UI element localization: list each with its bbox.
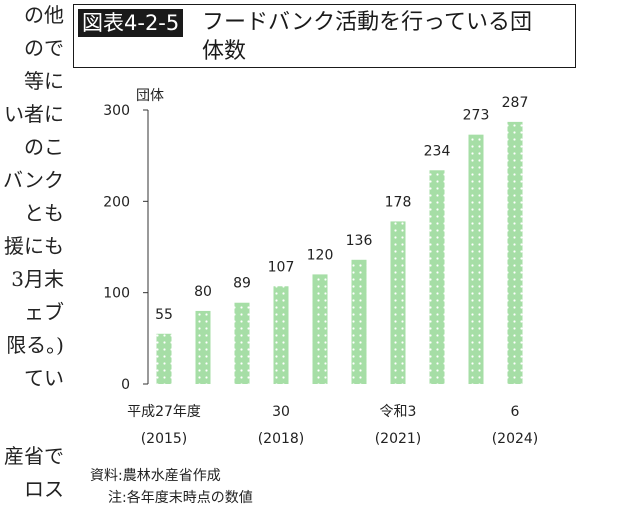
- bar-chart: 0 100 200 300 団体 55 80 89 107 120 136 178 234 273 287 平…: [70, 80, 560, 459]
- x-tick-year-label: (2024): [492, 431, 539, 447]
- bar-value-label: 80: [194, 284, 212, 300]
- body-text-line: ェブ: [24, 300, 64, 324]
- body-text-line: バンク: [3, 168, 64, 192]
- x-tick-year-label: (2018): [258, 431, 305, 447]
- x-tick-label: 令和3: [380, 404, 417, 420]
- body-text-fragment: の他ので等にい者にのこバンクとも援にも 3月末ェブ限る。) てい産省でロス: [0, 0, 66, 529]
- y-tick-label: 100: [103, 286, 130, 302]
- bar-2017: [234, 302, 250, 384]
- figure-number-badge: 図表4-2-5: [78, 9, 184, 37]
- body-text-line: 限る。): [6, 333, 64, 357]
- figure-title-line-2: 体数: [202, 39, 247, 64]
- bar-value-label: 273: [463, 108, 490, 124]
- y-tick-label: 0: [121, 377, 130, 393]
- body-text-line: 3月末: [11, 267, 64, 291]
- bar-2018: [273, 286, 289, 384]
- body-text-line: のこ: [24, 135, 64, 159]
- bar-2023: [468, 134, 484, 384]
- bar-value-label: 89: [233, 276, 251, 292]
- x-tick-label: 6: [511, 404, 520, 420]
- y-tick-label: 300: [103, 103, 130, 119]
- body-text-line: 産省で: [4, 444, 64, 468]
- bar-2019: [312, 274, 328, 384]
- x-tick-label: 平成27年度: [127, 404, 201, 420]
- y-tick-label: 200: [103, 194, 130, 210]
- bar-value-label: 136: [346, 233, 373, 249]
- bar-chart-svg: 0 100 200 300 団体 55 80 89 107 120 136 178 234 273 287 平…: [103, 88, 539, 447]
- bar-2024: [507, 121, 523, 384]
- bar-2016: [195, 310, 211, 384]
- body-text-line: い者に: [4, 102, 64, 126]
- bar-value-label: 120: [307, 247, 334, 263]
- body-text-line: の他: [24, 3, 64, 27]
- bar-2021: [390, 221, 406, 384]
- body-text-line: 等に: [24, 69, 64, 93]
- bar-2020: [351, 259, 367, 384]
- body-text-line: 援にも: [4, 234, 64, 258]
- bar-value-label: 107: [268, 259, 295, 275]
- body-text-line: ので: [24, 36, 64, 60]
- bar-value-label: 178: [385, 194, 412, 210]
- figure-title-box: 図表4-2-5 フードバンク活動を行っている団 体数: [73, 4, 576, 68]
- body-text-line: ロス: [24, 477, 64, 501]
- bar-value-label: 234: [424, 143, 451, 159]
- bar-2015: [156, 333, 172, 384]
- x-tick-year-label: (2015): [141, 431, 188, 447]
- source-note: 資料:農林水産省作成: [90, 468, 221, 484]
- body-text-line: とも: [24, 201, 64, 225]
- figure-notes: 資料:農林水産省作成 注:各年度末時点の数値: [90, 465, 253, 509]
- x-tick-label: 30: [272, 404, 290, 420]
- x-tick-year-label: (2021): [375, 431, 422, 447]
- bar-2022: [429, 170, 445, 384]
- y-axis-label: 団体: [136, 88, 164, 104]
- figure-title-line-1: フードバンク活動を行っている団: [202, 10, 533, 35]
- bar-value-label: 287: [502, 95, 529, 111]
- bar-value-label: 55: [155, 307, 173, 323]
- footnote: 注:各年度末時点の数値: [108, 490, 253, 506]
- body-text-line: てい: [24, 366, 64, 390]
